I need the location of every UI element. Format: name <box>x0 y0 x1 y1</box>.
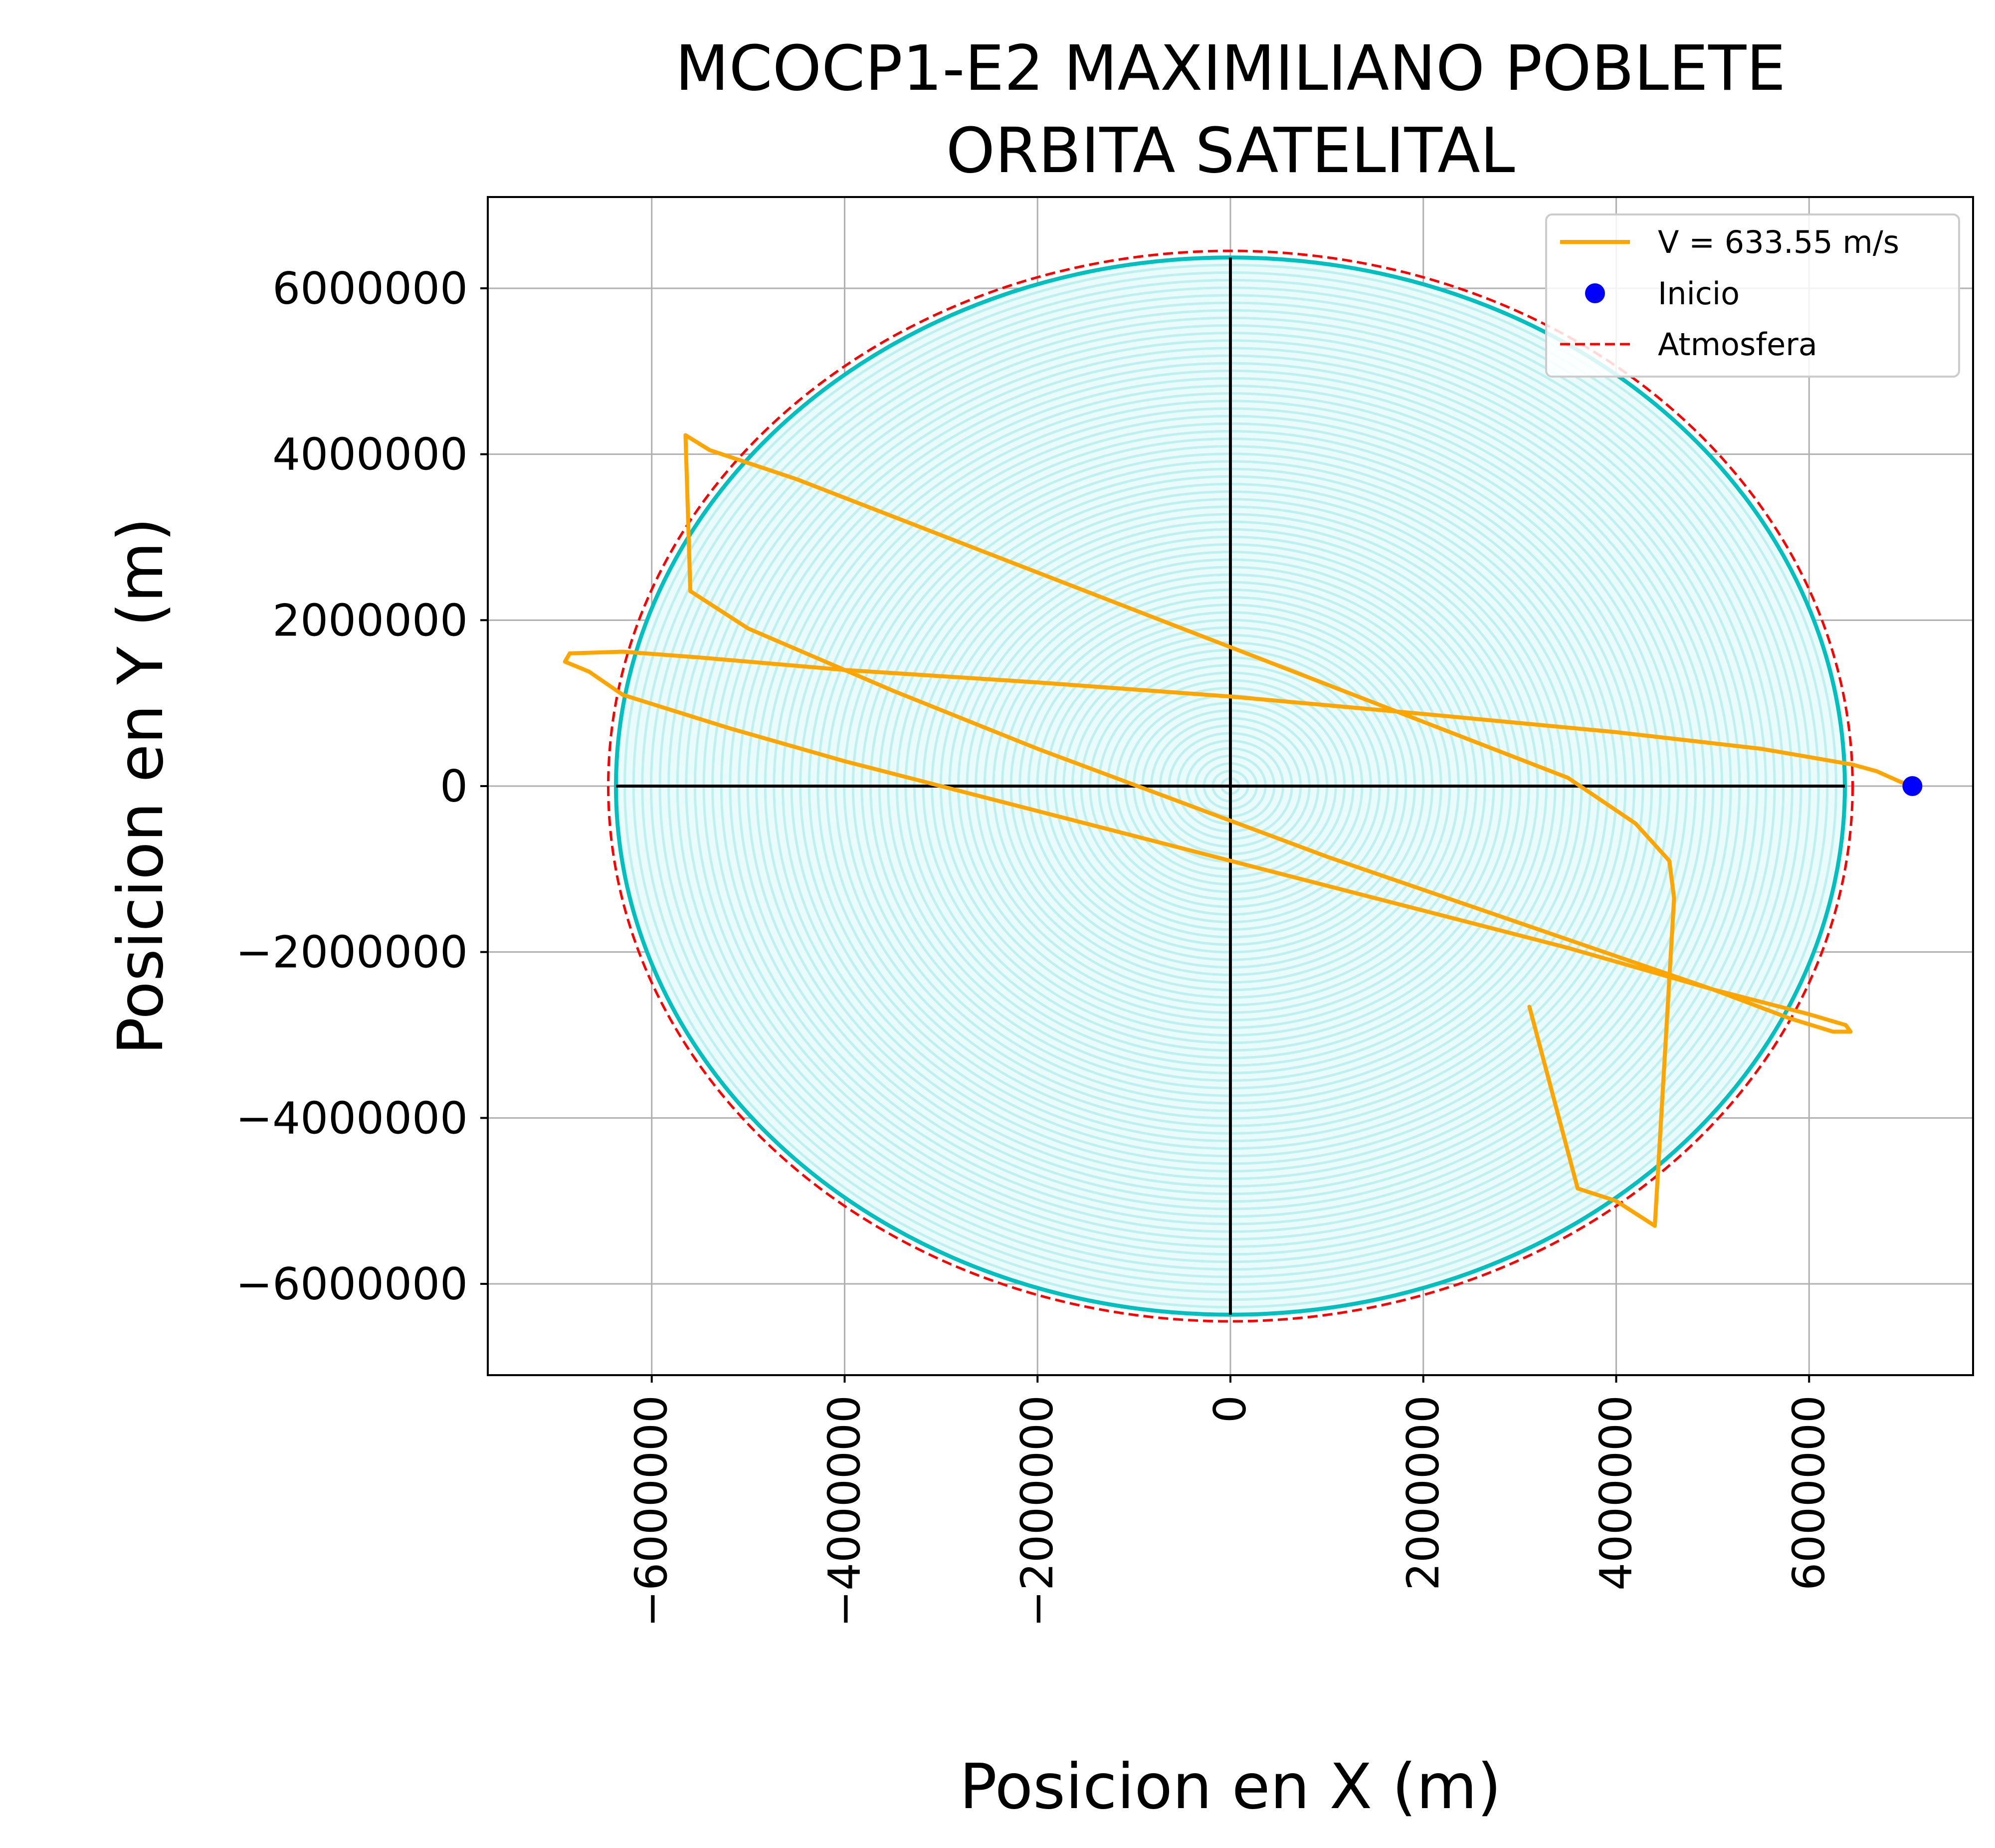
y-ticks: 6000000 4000000 2000000 0 −2000000 −4000000 −6… <box>235 263 488 1310</box>
legend-label-start: Inicio <box>1658 275 1740 312</box>
y-tick-label: 0 <box>440 761 468 812</box>
atmosphere-circle <box>607 249 1854 1323</box>
y-tick-label: −4000000 <box>235 1092 468 1144</box>
x-tick-label: −6000000 <box>626 1395 677 1628</box>
y-tick-label: −2000000 <box>235 927 468 978</box>
start-layer <box>1902 776 1923 796</box>
x-tick-label: −4000000 <box>818 1395 870 1628</box>
legend-start-swatch <box>1585 283 1605 303</box>
x-tick-label: 4000000 <box>1591 1395 1642 1591</box>
legend-box <box>1545 213 1960 378</box>
y-tick-label: 2000000 <box>272 595 468 646</box>
x-tick-label: 2000000 <box>1397 1395 1449 1591</box>
atmosphere-layer <box>607 249 1854 1323</box>
axes-cross <box>615 257 1845 1315</box>
legend-label-atmosphere: Atmosfera <box>1658 326 1817 363</box>
legend-label-trajectory: V = 633.55 m/s <box>1658 224 1899 260</box>
x-tick-label: −2000000 <box>1011 1395 1063 1628</box>
trajectory-layer <box>563 433 1915 1228</box>
x-tick-label: 0 <box>1204 1395 1256 1423</box>
x-ticks: −6000000 −4000000 −2000000 0 2000000 4000000 6… <box>626 1375 1834 1628</box>
y-tick-label: 6000000 <box>272 263 468 314</box>
start-point-marker <box>1902 776 1923 796</box>
legend: V = 633.55 m/s Inicio Atmosfera <box>1545 213 1960 378</box>
x-axis-label: Posicion en X (m) <box>960 1751 1502 1823</box>
y-axis-label: Posicion en Y (m) <box>105 517 177 1054</box>
trajectory-line <box>563 433 1915 1228</box>
y-tick-label: −6000000 <box>235 1258 468 1310</box>
chart-title-line-2: ORBITA SATELITAL <box>946 115 1515 187</box>
x-tick-label: 6000000 <box>1783 1395 1834 1591</box>
y-tick-label: 4000000 <box>272 429 468 480</box>
chart-title-line-1: MCOCP1-E2 MAXIMILIANO POBLETE <box>675 32 1786 105</box>
